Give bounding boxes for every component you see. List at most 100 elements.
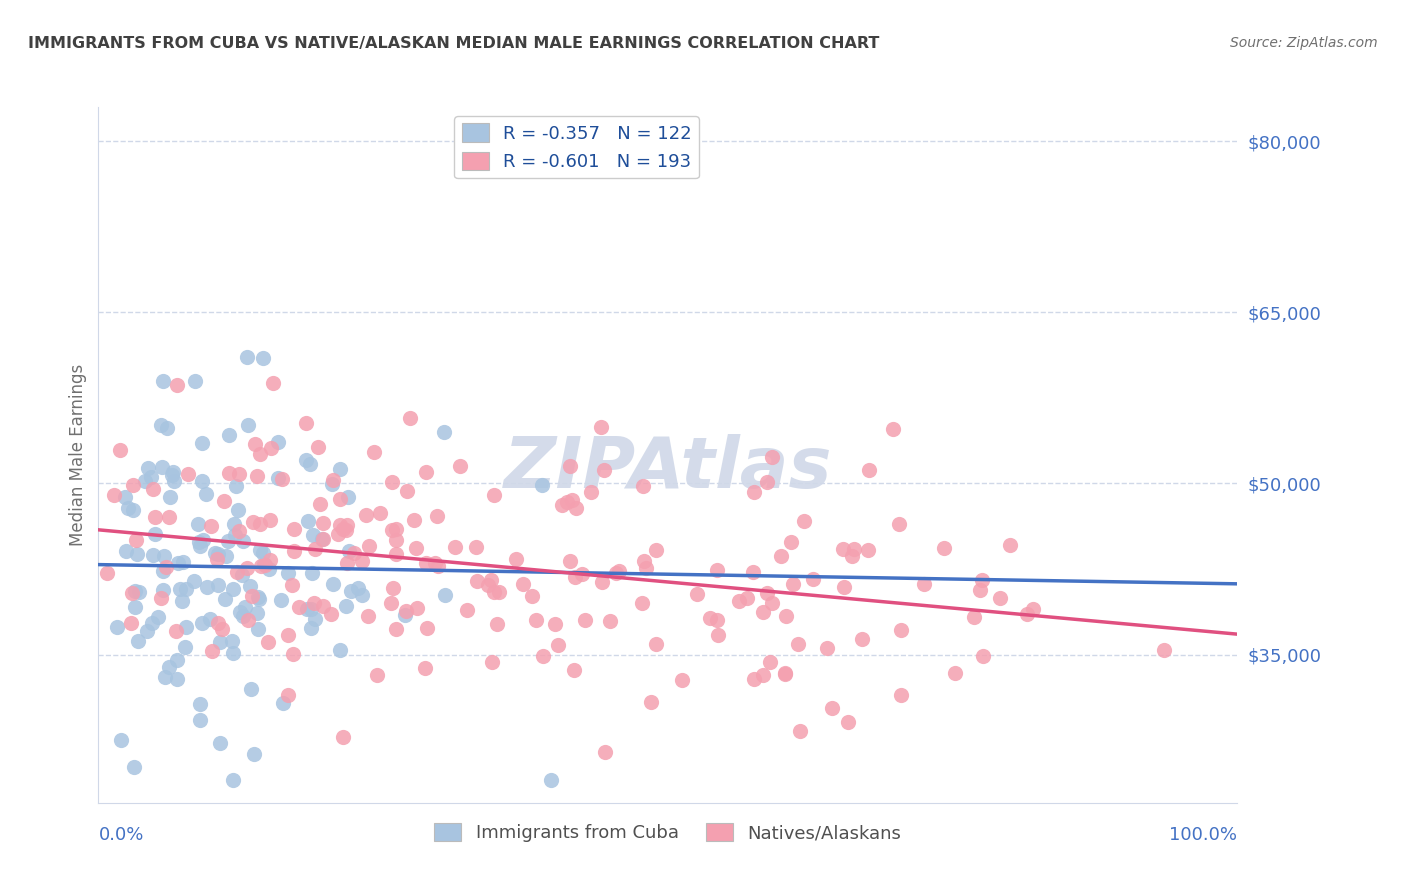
Point bbox=[842, 542, 865, 557]
Point bbox=[321, 477, 343, 491]
Point bbox=[302, 596, 325, 610]
Point bbox=[115, 543, 138, 558]
Point bbox=[294, 417, 316, 431]
Point bbox=[183, 574, 205, 588]
Point bbox=[350, 588, 373, 602]
Point bbox=[1153, 643, 1175, 657]
Point bbox=[319, 607, 342, 621]
Point bbox=[357, 539, 380, 553]
Point bbox=[254, 558, 277, 573]
Point bbox=[252, 351, 274, 365]
Point bbox=[561, 492, 583, 507]
Point bbox=[815, 640, 838, 655]
Legend: Immigrants from Cuba, Natives/Alaskans: Immigrants from Cuba, Natives/Alaskans bbox=[427, 815, 908, 849]
Point bbox=[139, 469, 162, 483]
Point bbox=[558, 553, 581, 567]
Point bbox=[531, 478, 554, 492]
Point bbox=[912, 576, 935, 591]
Point bbox=[385, 547, 408, 561]
Point bbox=[156, 421, 179, 435]
Point bbox=[157, 509, 180, 524]
Point bbox=[363, 445, 385, 459]
Point bbox=[194, 486, 217, 500]
Point bbox=[607, 564, 630, 578]
Point bbox=[239, 579, 262, 593]
Point bbox=[343, 546, 366, 560]
Point bbox=[299, 621, 322, 635]
Point bbox=[221, 772, 243, 787]
Point bbox=[505, 552, 527, 566]
Point bbox=[423, 556, 446, 570]
Point bbox=[231, 568, 253, 582]
Point bbox=[943, 666, 966, 681]
Point bbox=[742, 672, 765, 686]
Point bbox=[311, 599, 333, 614]
Point bbox=[142, 548, 165, 562]
Point bbox=[152, 374, 174, 388]
Point bbox=[207, 616, 229, 631]
Point bbox=[124, 584, 146, 599]
Point bbox=[969, 582, 991, 597]
Point bbox=[232, 533, 254, 548]
Point bbox=[396, 484, 419, 499]
Point bbox=[789, 723, 811, 738]
Point bbox=[593, 463, 616, 477]
Point bbox=[162, 474, 184, 488]
Point bbox=[167, 556, 190, 570]
Point bbox=[332, 731, 354, 745]
Point bbox=[336, 517, 359, 532]
Point bbox=[775, 667, 797, 681]
Point bbox=[381, 523, 404, 537]
Point bbox=[589, 420, 612, 434]
Point bbox=[752, 668, 775, 682]
Point bbox=[125, 533, 148, 548]
Point bbox=[297, 514, 319, 528]
Point bbox=[271, 472, 294, 486]
Point bbox=[890, 688, 912, 702]
Point bbox=[249, 517, 271, 532]
Point bbox=[299, 602, 322, 616]
Point bbox=[246, 590, 269, 604]
Point bbox=[332, 523, 354, 537]
Point bbox=[121, 615, 143, 630]
Point bbox=[385, 522, 408, 536]
Point bbox=[312, 516, 335, 530]
Point bbox=[686, 586, 709, 600]
Point bbox=[166, 653, 188, 667]
Point bbox=[779, 535, 801, 549]
Point bbox=[165, 624, 187, 638]
Point bbox=[727, 594, 749, 608]
Text: 0.0%: 0.0% bbox=[98, 826, 143, 844]
Point bbox=[793, 514, 815, 528]
Point bbox=[299, 458, 322, 472]
Point bbox=[135, 624, 157, 639]
Point bbox=[239, 682, 262, 697]
Point bbox=[188, 535, 211, 549]
Point bbox=[761, 596, 783, 610]
Point bbox=[399, 410, 422, 425]
Point bbox=[444, 541, 467, 555]
Point bbox=[574, 613, 596, 627]
Point bbox=[558, 459, 581, 474]
Point bbox=[240, 589, 263, 603]
Point bbox=[972, 649, 994, 664]
Point bbox=[236, 613, 259, 627]
Point bbox=[706, 563, 728, 577]
Point bbox=[465, 574, 488, 588]
Point bbox=[595, 745, 617, 759]
Point bbox=[564, 663, 586, 677]
Point bbox=[1017, 607, 1039, 621]
Point bbox=[801, 572, 824, 586]
Point bbox=[761, 450, 783, 465]
Text: ZIPAtlas: ZIPAtlas bbox=[503, 434, 832, 503]
Point bbox=[121, 502, 143, 516]
Point bbox=[352, 554, 374, 568]
Point bbox=[247, 592, 270, 607]
Point bbox=[322, 577, 344, 591]
Point bbox=[277, 688, 299, 702]
Point bbox=[488, 584, 510, 599]
Y-axis label: Median Male Earnings: Median Male Earnings bbox=[69, 364, 87, 546]
Point bbox=[630, 596, 652, 610]
Point bbox=[243, 747, 266, 762]
Point bbox=[143, 527, 166, 541]
